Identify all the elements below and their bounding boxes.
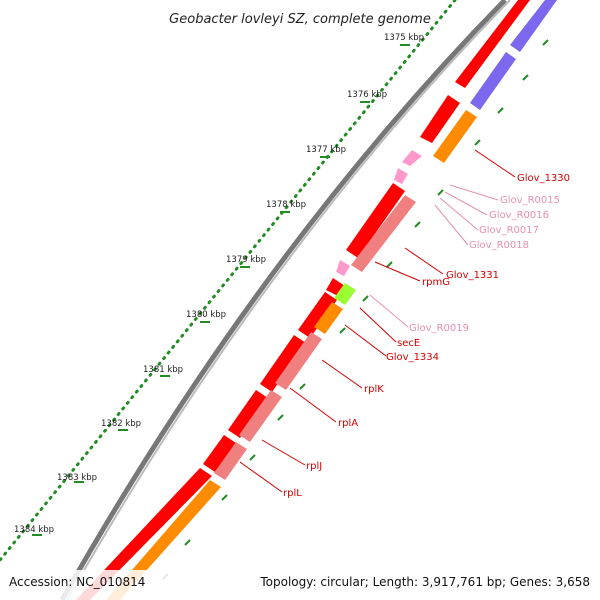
gene-label[interactable]: rpmG <box>422 277 450 288</box>
map-title: Geobacter lovleyi SZ, complete genome <box>169 12 431 27</box>
label-leaders <box>239 149 516 493</box>
scale-tick-label: 1382 kbp <box>101 419 141 429</box>
gene-feature <box>402 150 422 166</box>
gene-label[interactable]: rplK <box>364 384 384 395</box>
gene-feature <box>214 442 247 480</box>
gene-feature <box>351 195 416 272</box>
gene-feature <box>275 332 322 390</box>
gene-feature <box>394 168 408 184</box>
gene-labels: Glov_1330 Glov_R0015 Glov_R0016 Glov_R00… <box>283 173 570 499</box>
scale-tick-label: 1380 kbp <box>186 310 226 320</box>
feature-ticks <box>162 39 549 580</box>
scale-tick-label: 1378 kbp <box>266 200 306 210</box>
gene-feature <box>239 390 282 442</box>
gene-label[interactable]: rplL <box>283 488 302 499</box>
scale-tick-label: 1375 kbp <box>384 33 424 43</box>
accession-text: Accession: NC_010814 <box>9 575 145 589</box>
gene-feature <box>346 183 405 258</box>
gene-label[interactable]: Glov_1330 <box>517 173 570 184</box>
cds-track-forward <box>76 0 530 600</box>
topology-text: Topology: circular; Length: 3,917,761 bp… <box>259 575 590 589</box>
footer-background <box>0 570 600 600</box>
gene-feature <box>334 283 356 305</box>
gene-feature <box>420 95 460 143</box>
gene-feature <box>510 0 557 52</box>
gene-label[interactable]: Glov_R0017 <box>479 225 539 236</box>
gene-feature <box>203 435 236 472</box>
gene-label[interactable]: rplJ <box>306 461 322 472</box>
gene-feature <box>228 390 268 438</box>
gene-feature <box>336 260 350 276</box>
gene-feature <box>298 292 337 338</box>
cds-track-reverse <box>106 0 557 600</box>
gene-label[interactable]: Glov_R0016 <box>489 210 549 221</box>
gene-label[interactable]: Glov_R0018 <box>469 240 529 251</box>
gene-label[interactable]: Glov_1334 <box>386 352 439 363</box>
scale-tick-label: 1381 kbp <box>143 365 183 375</box>
scale-track: 1375 kbp 1376 kbp 1377 kbp 1378 kbp 1379… <box>14 33 424 536</box>
gene-feature <box>76 468 212 600</box>
gene-label[interactable]: Glov_R0019 <box>409 323 469 334</box>
gene-feature <box>314 302 343 334</box>
gene-feature <box>260 335 306 392</box>
scale-tick-label: 1376 kbp <box>347 90 387 100</box>
gc-content-track <box>0 0 457 562</box>
scale-tick-label: 1377 kbp <box>306 145 346 155</box>
gene-label[interactable]: Glov_R0015 <box>500 195 560 206</box>
gene-feature <box>470 52 516 110</box>
scale-tick-label: 1379 kbp <box>226 255 266 265</box>
scale-tick-label: 1384 kbp <box>14 525 54 535</box>
gene-label[interactable]: Glov_1331 <box>446 270 499 281</box>
gene-label[interactable]: secE <box>397 338 420 349</box>
gene-feature <box>433 110 477 163</box>
gene-label[interactable]: rplA <box>338 418 358 429</box>
gene-feature <box>455 0 530 88</box>
backbone-track <box>59 0 511 600</box>
scale-tick-label: 1383 kbp <box>57 473 97 483</box>
